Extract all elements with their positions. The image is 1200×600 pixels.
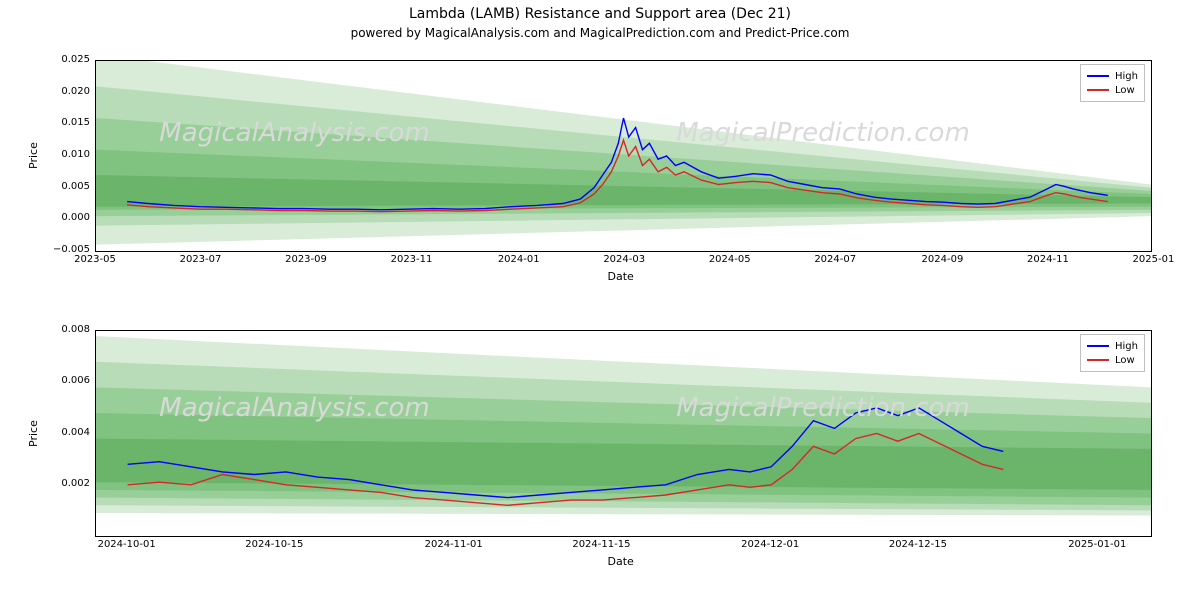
- legend-bottom: High Low: [1080, 334, 1145, 372]
- legend-item: High: [1087, 339, 1138, 353]
- x-tick-label: 2024-11-01: [414, 539, 494, 550]
- y-tick-label: 0.004: [45, 427, 90, 438]
- x-tick-label: 2024-12-15: [878, 539, 958, 550]
- x-tick-label: 2024-10-01: [87, 539, 167, 550]
- y-axis-label-bottom: Price: [27, 420, 40, 447]
- y-tick-label: 0.008: [45, 324, 90, 335]
- legend-label: Low: [1115, 355, 1135, 366]
- legend-item: Low: [1087, 353, 1138, 367]
- x-tick-label: 2025-01-01: [1057, 539, 1137, 550]
- x-axis-label-bottom: Date: [608, 555, 634, 568]
- x-tick-label: 2024-11-15: [561, 539, 641, 550]
- y-tick-label: 0.002: [45, 478, 90, 489]
- figure: Lambda (LAMB) Resistance and Support are…: [0, 0, 1200, 600]
- y-tick-label: 0.006: [45, 375, 90, 386]
- x-tick-label: 2024-12-01: [730, 539, 810, 550]
- plot-area-bottom: MagicalAnalysis.comMagicalPrediction.com: [95, 330, 1152, 537]
- legend-swatch: [1087, 359, 1109, 361]
- legend-swatch: [1087, 345, 1109, 347]
- panel-bottom: MagicalAnalysis.comMagicalPrediction.com…: [0, 0, 1200, 600]
- legend-label: High: [1115, 341, 1138, 352]
- x-tick-label: 2024-10-15: [234, 539, 314, 550]
